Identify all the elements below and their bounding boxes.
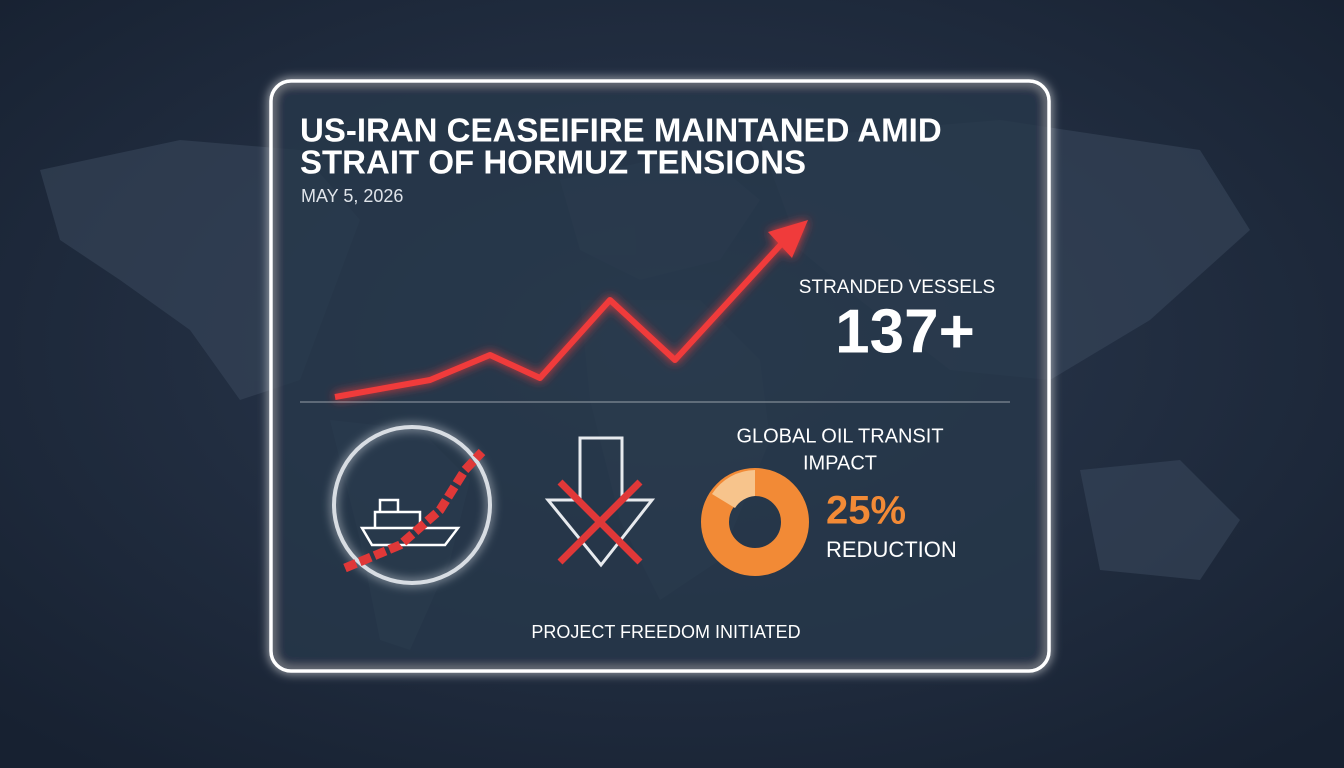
oil-label: IMPACT [803,452,877,474]
footer: PROJECT FREEDOM INITIATED [531,622,800,642]
blocked-arrow [544,436,656,568]
panel [269,79,1051,673]
vessels-value: 137+ [835,297,975,366]
oil-label: GLOBAL OIL TRANSIT [736,425,943,447]
oil-caption: REDUCTION [826,537,957,562]
title-line: STRAIT OF HORMUZ TENSIONS [300,144,806,181]
oil-value: 25% [826,489,906,533]
ship-icon [332,425,492,585]
trend-arrow [334,220,808,400]
title-line: US-IRAN CEASEIFIRE MAINTANED AMID [300,112,942,149]
vessels-label: STRANDED VESSELS [799,277,995,298]
date: MAY 5, 2026 [301,186,403,206]
donut-icon [701,468,809,576]
